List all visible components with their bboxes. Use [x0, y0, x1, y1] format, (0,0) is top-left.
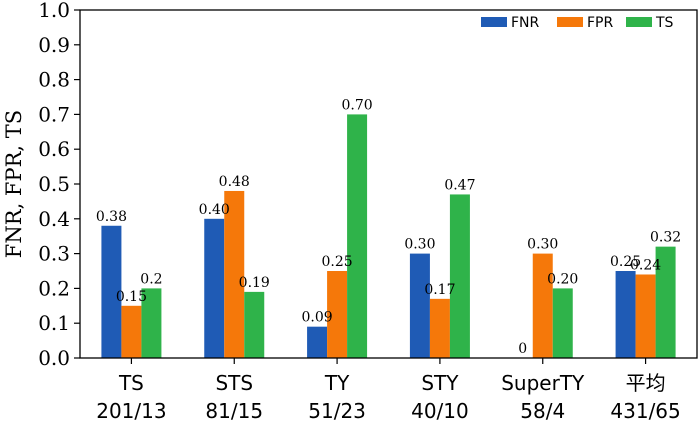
data-label: 0.47 [444, 177, 475, 193]
category-count-label: 201/13 [96, 399, 166, 423]
data-label: 0.48 [219, 174, 250, 190]
category-count-label: 431/65 [610, 399, 680, 423]
bar-ts-4 [552, 288, 573, 358]
data-label: 0.70 [341, 97, 372, 113]
legend: FNR FPR TS [481, 15, 674, 31]
legend-label: FPR [587, 15, 613, 31]
bar-fpr-0 [121, 305, 142, 358]
bar-ts-0 [141, 288, 162, 358]
category-label: TY [324, 371, 350, 395]
data-label: 0.38 [96, 209, 127, 225]
bar-fpr-4 [532, 253, 553, 358]
category-label: TS [118, 371, 144, 395]
data-label: 0.25 [321, 254, 352, 270]
category-count-label: 81/15 [205, 399, 263, 423]
y-tick-label: 0.3 [38, 242, 70, 266]
bar-fnr-3 [409, 253, 430, 358]
data-label: 0.32 [650, 230, 681, 246]
legend-swatch-fpr [557, 17, 583, 27]
y-tick-label: 0.7 [38, 102, 70, 126]
bar-ts-5 [655, 246, 676, 358]
category-label: STS [215, 371, 253, 395]
y-tick-label: 0.8 [38, 68, 70, 92]
y-tick-label: 0.9 [38, 33, 70, 57]
legend-label: FNR [511, 15, 540, 31]
y-tick-label: 0.4 [38, 207, 70, 231]
data-label: 0.30 [527, 237, 558, 253]
y-tick-label: 0.0 [38, 346, 70, 370]
y-tick-label: 0.5 [38, 172, 70, 196]
category-label: STY [421, 371, 459, 395]
bar-fnr-1 [204, 218, 225, 358]
y-axis: 0.0 0.1 0.2 0.3 0.4 0.5 0.6 0.7 0.8 0.9 1.0 [38, 0, 80, 370]
data-labels: 0.38 0.15 0.2 0.40 0.48 0.19 0.09 0.25 0.70 0.30 0… [96, 97, 681, 357]
bar-fnr-5 [615, 271, 636, 358]
category-label: SuperTY [501, 371, 585, 395]
y-tick-label: 1.0 [38, 0, 70, 22]
bar-fpr-1 [224, 190, 245, 358]
data-label: 0.25 [610, 254, 641, 270]
data-label: 0.19 [239, 275, 270, 291]
data-label: 0.30 [404, 237, 435, 253]
data-label: 0.17 [424, 282, 455, 298]
category-label: 平均 [626, 371, 666, 395]
data-label: 0.15 [116, 289, 147, 305]
legend-label: TS [655, 15, 674, 31]
category-count-label: 58/4 [520, 399, 565, 423]
legend-swatch-fnr [481, 17, 507, 27]
category-count-label: 51/23 [308, 399, 366, 423]
data-label: 0.09 [301, 310, 332, 326]
plot-frame [79, 9, 698, 359]
legend-swatch-ts [626, 17, 652, 27]
bar-fpr-3 [429, 298, 450, 358]
bar-fpr-5 [635, 274, 656, 358]
data-label: 0.40 [199, 202, 230, 218]
data-label: 0 [518, 341, 527, 357]
category-count-label: 40/10 [411, 399, 469, 423]
bar-fnr-0 [101, 225, 122, 358]
bar-fnr-2 [307, 326, 328, 358]
bar-ts-2 [347, 114, 368, 359]
data-label: 0.2 [140, 271, 162, 287]
data-label: 0.20 [547, 271, 578, 287]
data-label: 0.24 [630, 257, 661, 273]
x-axis: TS 201/13 STS 81/15 TY 51/23 STY 40/10 SuperTY 58… [96, 358, 681, 423]
bars [101, 114, 676, 359]
bar-fpr-2 [327, 271, 348, 358]
y-tick-label: 0.1 [38, 311, 70, 335]
y-axis-label: FNR, FPR, TS [2, 110, 26, 258]
bar-ts-1 [244, 291, 265, 358]
bar-ts-3 [449, 194, 470, 358]
y-tick-label: 0.6 [38, 137, 70, 161]
y-tick-label: 0.2 [38, 276, 70, 300]
